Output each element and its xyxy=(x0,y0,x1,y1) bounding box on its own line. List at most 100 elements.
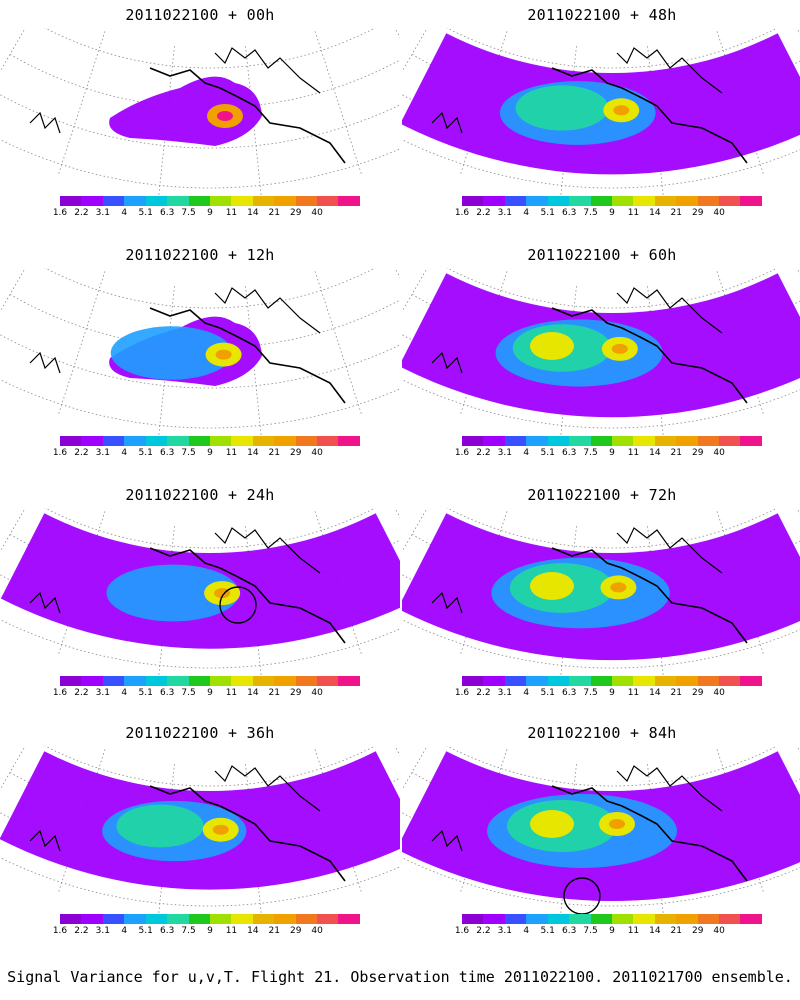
colorbar-swatch xyxy=(295,196,318,206)
colorbar-swatch xyxy=(231,914,253,924)
colorbar-label: 6.3 xyxy=(561,448,577,458)
colorbar-swatch xyxy=(654,914,677,924)
colorbar xyxy=(60,914,360,924)
colorbar-swatch xyxy=(188,436,210,446)
colorbar-labels: 1.6 2.2 3.1 4 5.1 6.3 7.5 9 11 14 21 29 40 xyxy=(455,448,762,460)
colorbar-label: 14 xyxy=(247,448,259,458)
colorbar-swatch xyxy=(526,436,548,446)
meridian-line xyxy=(58,31,106,175)
colorbar-label: 1.6 xyxy=(52,926,68,936)
colorbar-swatch xyxy=(547,676,570,686)
coastline xyxy=(214,527,321,574)
colorbar-swatch xyxy=(145,196,168,206)
colorbar-swatch xyxy=(60,914,82,924)
colorbar-label: 1.6 xyxy=(454,926,470,936)
colorbar-label: 40 xyxy=(311,688,323,698)
map-view xyxy=(0,268,400,436)
colorbar-label: 5.1 xyxy=(138,688,153,698)
colorbar-swatch xyxy=(317,676,339,686)
colorbar-label: 6.3 xyxy=(159,926,175,936)
colorbar-label: 2.2 xyxy=(476,926,491,936)
coastline xyxy=(431,829,463,852)
colorbar-labels: 1.6 2.2 3.1 4 5.1 6.3 7.5 9 11 14 21 29 40 xyxy=(53,448,360,460)
colorbar-label: 40 xyxy=(713,688,725,698)
colorbar-swatch xyxy=(145,436,168,446)
colorbar-label: 2.2 xyxy=(74,926,89,936)
colorbar-swatch xyxy=(145,676,168,686)
variance-contour xyxy=(530,332,574,360)
colorbar-swatch xyxy=(611,676,634,686)
colorbar-label: 4 xyxy=(523,448,530,458)
colorbar-swatch xyxy=(697,196,720,206)
colorbar-labels: 1.6 2.2 3.1 4 5.1 6.3 7.5 9 11 14 21 29 40 xyxy=(53,688,360,700)
colorbar-swatch xyxy=(611,914,634,924)
colorbar-swatch xyxy=(462,436,484,446)
colorbar-label: 21 xyxy=(670,688,683,698)
colorbar-swatch xyxy=(252,436,275,446)
colorbar-swatch xyxy=(697,914,720,924)
colorbar-label: 14 xyxy=(247,926,259,936)
colorbar-swatch xyxy=(462,914,484,924)
colorbar-swatch xyxy=(124,914,146,924)
colorbar xyxy=(462,914,762,924)
colorbar-label: 29 xyxy=(691,926,704,936)
colorbar-swatch xyxy=(504,676,527,686)
colorbar-swatch xyxy=(504,196,527,206)
colorbar-label: 21 xyxy=(268,208,281,218)
colorbar xyxy=(60,196,360,206)
colorbar-label: 9 xyxy=(609,448,615,458)
colorbar-swatch xyxy=(145,914,168,924)
coastline xyxy=(29,829,61,852)
colorbar-label: 7.5 xyxy=(583,926,598,936)
colorbar-label: 40 xyxy=(311,208,323,218)
colorbar-swatch xyxy=(295,914,318,924)
colorbar-swatch xyxy=(590,914,612,924)
colorbar-swatch xyxy=(209,676,232,686)
colorbar-label: 7.5 xyxy=(583,208,598,218)
colorbar-swatch xyxy=(719,436,741,446)
colorbar-swatch xyxy=(167,436,189,446)
colorbar xyxy=(60,436,360,446)
colorbar-label: 7.5 xyxy=(583,448,598,458)
coastline xyxy=(551,785,748,882)
colorbar-swatch xyxy=(697,436,720,446)
colorbar-swatch xyxy=(274,676,296,686)
coastline xyxy=(616,287,723,334)
coastline xyxy=(29,591,61,614)
colorbar xyxy=(462,196,762,206)
colorbar-label: 7.5 xyxy=(181,688,196,698)
colorbar-swatch xyxy=(526,914,548,924)
colorbar-swatch xyxy=(483,676,505,686)
colorbar-swatch xyxy=(676,196,698,206)
coastline xyxy=(431,111,463,134)
colorbar-label: 14 xyxy=(649,448,661,458)
colorbar-label: 11 xyxy=(627,926,640,936)
colorbar-label: 7.5 xyxy=(181,448,196,458)
panel-title: 2011022100 + 24h xyxy=(125,486,275,504)
panel-title: 2011022100 + 60h xyxy=(527,246,677,264)
meridian-line xyxy=(245,286,262,436)
colorbar-label: 21 xyxy=(670,926,683,936)
colorbar-swatch xyxy=(81,196,103,206)
colorbar-swatch xyxy=(676,436,698,446)
colorbar-label: 7.5 xyxy=(583,688,598,698)
colorbar-label: 5.1 xyxy=(138,926,153,936)
coastline xyxy=(616,765,723,812)
colorbar-swatch xyxy=(81,914,103,924)
map-panel: 2011022100 + 60h 1.6 2.2 3.1 4 5.1 6.3 7.5 9 11 14… xyxy=(402,240,800,480)
colorbar-swatch xyxy=(569,914,591,924)
colorbar-label: 29 xyxy=(691,688,704,698)
colorbar-swatch xyxy=(124,196,146,206)
variance-contour xyxy=(530,810,574,838)
colorbar-swatch xyxy=(654,436,677,446)
colorbar-swatch xyxy=(483,914,505,924)
colorbar-swatch xyxy=(60,676,82,686)
colorbar-swatch xyxy=(569,436,591,446)
coastline xyxy=(616,527,723,574)
colorbar-swatch xyxy=(697,676,720,686)
colorbar-label: 3.1 xyxy=(95,448,111,458)
coastline xyxy=(149,785,346,882)
panel-title: 2011022100 + 36h xyxy=(125,724,275,742)
colorbar-swatch xyxy=(462,196,484,206)
colorbar-swatch xyxy=(740,914,762,924)
